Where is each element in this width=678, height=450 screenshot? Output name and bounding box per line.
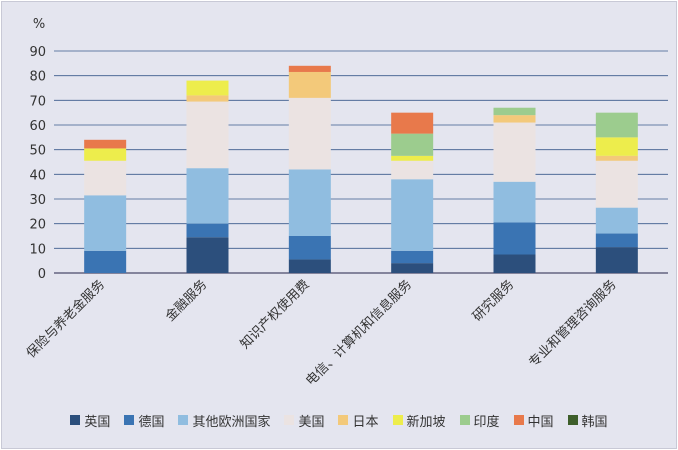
y-tick-label: 50	[29, 144, 46, 159]
legend-swatch	[284, 415, 295, 425]
bar-segment-5-1	[595, 233, 638, 248]
y-tick-label: 80	[29, 70, 46, 85]
bar-segment-1-5	[186, 80, 229, 96]
bar-segment-4-3	[493, 122, 536, 182]
bar-segment-5-5	[595, 137, 638, 156]
legend-label: 日本	[352, 414, 379, 430]
x-tick-label: 专业和管理咨询服务	[526, 277, 620, 371]
bar-segment-4-0	[493, 254, 536, 273]
legend-item: 新加坡	[392, 411, 446, 430]
y-tick-label: 20	[29, 218, 46, 233]
bar-segment-3-5	[391, 155, 434, 161]
legend-label: 美国	[298, 414, 325, 430]
legend: 英国 德国 其他欧洲国家 美国 日本 新加坡 印度 中国 韩国	[2, 408, 676, 432]
y-axis-label: %	[33, 17, 45, 32]
bar-segment-5-4	[595, 155, 638, 161]
legend-swatch	[513, 415, 524, 425]
legend-item: 英国	[70, 411, 110, 430]
bar-segment-5-3	[595, 160, 638, 208]
bar-segment-0-7	[84, 139, 127, 149]
x-tick-label: 知识产权使用费	[237, 277, 313, 353]
bar-segment-1-2	[186, 168, 229, 224]
legend-swatch	[459, 415, 470, 425]
y-tick-label: 30	[29, 193, 46, 208]
stacked-bar-chart: 0 10 20 30 40 50 60 70 80 90% 保险与养老金服务 金融服务 知识产权使用费电…	[23, 17, 668, 389]
legend-label: 德国	[138, 414, 165, 430]
bar-segment-2-0	[288, 259, 331, 273]
bar-segment-3-0	[391, 263, 434, 273]
legend-swatch	[338, 415, 349, 425]
bar-segment-3-3	[391, 160, 434, 180]
legend-label: 新加坡	[406, 414, 446, 430]
legend-label: 英国	[84, 414, 111, 430]
bar-segment-2-2	[288, 169, 331, 236]
x-tick-label: 保险与养老金服务	[23, 277, 108, 362]
y-tick-label: 70	[29, 94, 46, 109]
legend-swatch	[70, 415, 81, 425]
bar-segment-4-4	[493, 115, 536, 123]
bar-segment-5-2	[595, 207, 638, 234]
legend-item: 其他欧洲国家	[178, 411, 270, 430]
bar-segment-0-5	[84, 148, 127, 161]
legend-swatch	[178, 415, 189, 425]
bar-segment-2-4	[288, 71, 331, 98]
legend-swatch	[392, 415, 403, 425]
legend-item: 韩国	[567, 411, 608, 430]
legend-label: 韩国	[581, 414, 608, 430]
bar-segment-2-3	[288, 97, 331, 170]
legend-item: 中国	[513, 411, 554, 430]
legend-swatch	[567, 415, 578, 425]
legend-item: 美国	[284, 411, 324, 430]
legend-label: 中国	[527, 414, 554, 430]
x-tick-label: 电信、计算机和信息服务	[303, 277, 415, 389]
bar-segment-2-1	[288, 236, 331, 260]
y-tick-label: 10	[29, 242, 46, 257]
bar-segment-5-6	[595, 112, 638, 138]
bar-segment-3-2	[391, 179, 434, 251]
bar-segment-1-3	[186, 101, 229, 169]
y-tick-label: 0	[38, 267, 46, 282]
bar-segment-3-1	[391, 250, 434, 264]
bar-segment-4-2	[493, 181, 536, 223]
bar-segment-0-2	[84, 195, 127, 251]
bar-segment-5-0	[595, 247, 638, 273]
x-tick-label: 研究服务	[469, 277, 517, 325]
bar-segment-3-7	[391, 112, 434, 134]
bar-segment-2-7	[288, 65, 331, 72]
bar-segment-1-4	[186, 95, 229, 102]
y-tick-label: 40	[29, 168, 46, 183]
bar-segment-1-0	[186, 237, 229, 273]
legend-item: 德国	[124, 411, 164, 430]
bar-segment-4-6	[493, 107, 536, 116]
bar-segment-1-1	[186, 223, 229, 238]
bar-segment-4-1	[493, 222, 536, 255]
legend-label: 其他欧洲国家	[192, 414, 271, 430]
legend-item: 日本	[338, 411, 379, 430]
x-tick-label: 金融服务	[162, 277, 210, 325]
bar-segment-3-6	[391, 133, 434, 156]
legend-item: 印度	[459, 411, 500, 430]
legend-label: 印度	[473, 414, 500, 430]
legend-swatch	[124, 415, 135, 425]
y-tick-label: 60	[29, 119, 46, 134]
bar-segment-0-1	[84, 250, 127, 273]
bar-segment-0-3	[84, 160, 127, 196]
y-tick-label: 90	[29, 45, 46, 60]
